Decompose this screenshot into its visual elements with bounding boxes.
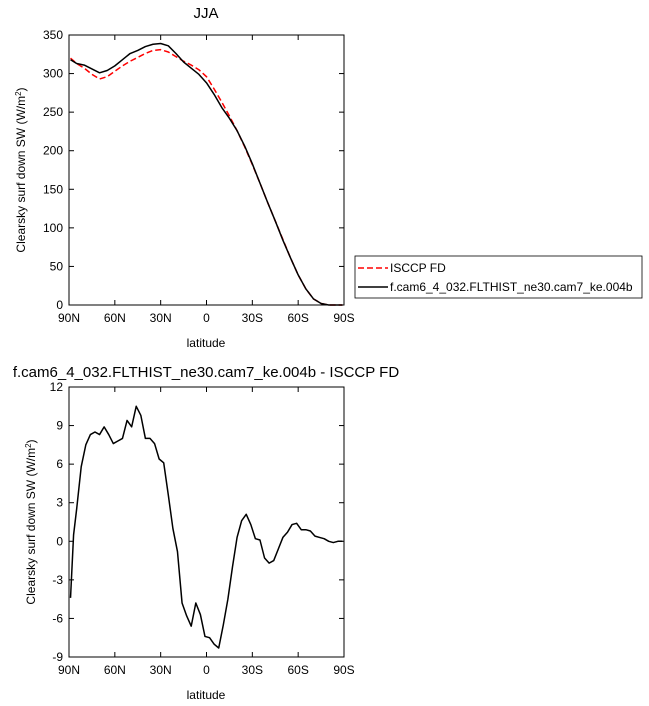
top-x-axis-label: latitude — [187, 336, 226, 350]
legend-label-isccp: ISCCP FD — [390, 261, 446, 275]
series-line-0-1 — [70, 42, 343, 306]
y-tick-label: 200 — [43, 144, 63, 158]
y-tick-label: 9 — [56, 419, 63, 433]
x-tick-label: 90N — [58, 311, 80, 325]
x-tick-label: 30N — [150, 311, 172, 325]
bottom-y-axis-label: Clearsky surf down SW (W/m2) — [24, 439, 39, 604]
top-chart: JJA 90N 60N 30N 0 30S 60S 90S 0 50 100 150 200 250 3… — [14, 5, 355, 350]
bottom-chart: f.cam6_4_032.FLTHIST_ne30.cam7_ke.004b -… — [13, 364, 399, 702]
x-tick-label: 60N — [104, 311, 126, 325]
series-line-0-0 — [70, 48, 343, 306]
top-chart-title: JJA — [193, 5, 218, 22]
y-tick-label: -9 — [52, 650, 63, 664]
y-tick-label: -6 — [52, 611, 63, 625]
x-tick-label: 0 — [203, 663, 210, 677]
x-tick-label: 0 — [203, 311, 210, 325]
x-tick-label: 90S — [333, 663, 354, 677]
y-tick-label: 50 — [50, 259, 64, 273]
bottom-plot-frame — [68, 386, 345, 658]
legend: ISCCP FD f.cam6_4_032.FLTHIST_ne30.cam7_… — [354, 255, 643, 299]
x-tick-label: 60S — [287, 663, 308, 677]
y-tick-label: 0 — [56, 298, 63, 312]
y-tick-label: -3 — [52, 573, 63, 587]
x-tick-label: 60S — [287, 311, 308, 325]
x-tick-label: 30N — [150, 663, 172, 677]
y-tick-label: 3 — [56, 496, 63, 510]
x-tick-label: 30S — [242, 311, 263, 325]
y-tick-label: 250 — [43, 105, 63, 119]
x-tick-label: 30S — [242, 663, 263, 677]
y-tick-label: 6 — [56, 457, 63, 471]
y-tick-label: 350 — [43, 28, 63, 42]
x-tick-label: 60N — [104, 663, 126, 677]
legend-label-model: f.cam6_4_032.FLTHIST_ne30.cam7_ke.004b — [390, 280, 633, 294]
y-tick-label: 0 — [56, 534, 63, 548]
series-line-1-0 — [69, 405, 343, 649]
legend-box — [354, 255, 643, 299]
y-tick-label: 150 — [43, 182, 63, 196]
top-y-axis-label: Clearsky surf down SW (W/m2) — [14, 87, 29, 252]
y-tick-label: 300 — [43, 67, 63, 81]
bottom-x-axis-label: latitude — [187, 688, 226, 702]
x-tick-label: 90S — [333, 311, 354, 325]
y-tick-label: 12 — [50, 380, 64, 394]
bottom-chart-title: f.cam6_4_032.FLTHIST_ne30.cam7_ke.004b -… — [13, 364, 399, 381]
x-tick-label: 90N — [58, 663, 80, 677]
y-tick-label: 100 — [43, 221, 63, 235]
top-plot-frame — [68, 34, 345, 306]
